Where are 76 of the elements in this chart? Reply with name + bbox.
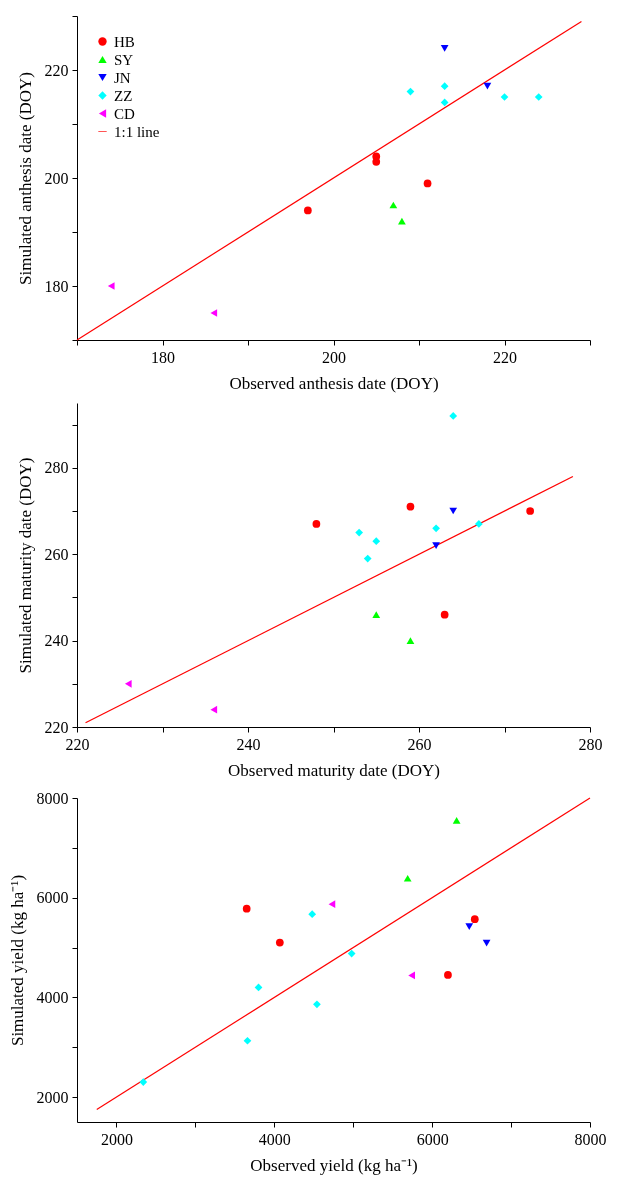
y-tick-label: 200 — [44, 169, 69, 187]
point — [526, 507, 535, 515]
point — [372, 611, 381, 619]
legend-label: JN — [114, 69, 131, 86]
point — [440, 82, 449, 91]
legend-label: 1:1 line — [114, 123, 160, 140]
point — [242, 904, 251, 913]
point — [312, 520, 321, 528]
point — [408, 971, 415, 980]
point — [124, 679, 132, 688]
point — [440, 610, 449, 619]
point — [406, 87, 415, 96]
point — [406, 502, 415, 511]
point — [483, 82, 492, 90]
y-axis-title: Simulated yield (kg ha⁻¹) — [7, 874, 27, 1047]
y-tick-label: 220 — [44, 718, 69, 736]
legend-label: SY — [114, 51, 134, 68]
y-tick-label: 180 — [44, 277, 69, 295]
point — [210, 705, 218, 714]
y-tick-label: 240 — [44, 632, 69, 650]
point — [440, 45, 449, 52]
y-tick-label: 2000 — [36, 1088, 69, 1106]
y-axis-title: Simulated maturity date (DOY) — [15, 457, 35, 674]
point — [432, 542, 440, 549]
point — [347, 949, 356, 958]
point — [308, 910, 317, 919]
point — [403, 874, 412, 882]
x-tick-label: 220 — [493, 348, 517, 366]
legend-label: ZZ — [114, 87, 133, 104]
point — [107, 282, 115, 290]
x-axis-title: Observed anthesis date (DOY) — [229, 373, 439, 393]
point — [372, 537, 381, 546]
y-tick-label: 4000 — [36, 988, 69, 1006]
point — [328, 900, 336, 909]
x-tick-label: 200 — [322, 348, 346, 366]
x-axis-title: Observed maturity date (DOY) — [228, 760, 440, 780]
x-tick-label: 220 — [65, 735, 90, 753]
point — [355, 528, 364, 537]
point — [275, 938, 284, 947]
point — [452, 817, 461, 824]
point — [449, 412, 458, 420]
point — [474, 520, 483, 528]
x-axis-title: Observed yield (kg ha⁻¹) — [250, 1155, 418, 1175]
point — [500, 93, 509, 101]
point — [406, 637, 415, 644]
point — [432, 524, 440, 533]
x-tick-label: 280 — [578, 735, 603, 753]
point — [534, 93, 543, 101]
point — [398, 217, 406, 225]
point — [444, 971, 452, 979]
point — [313, 1000, 321, 1009]
point — [465, 923, 474, 930]
x-tick-label: 240 — [236, 735, 261, 753]
legend-label: HB — [114, 33, 135, 50]
y-tick-label: 280 — [44, 459, 69, 477]
x-tick-label: 2000 — [100, 1130, 133, 1148]
point — [470, 915, 479, 923]
y-tick-label: 220 — [44, 61, 69, 79]
x-tick-label: 8000 — [574, 1130, 607, 1148]
point — [440, 98, 449, 107]
point — [139, 1078, 148, 1086]
y-axis-title: Simulated anthesis date (DOY) — [15, 72, 35, 285]
x-tick-label: 6000 — [416, 1130, 449, 1148]
y-tick-label: 260 — [44, 545, 69, 563]
legend-label: CD — [114, 105, 135, 122]
x-tick-label: 260 — [407, 735, 432, 753]
point — [303, 206, 312, 215]
y-tick-label: 8000 — [36, 789, 69, 807]
y-tick-label: 6000 — [36, 889, 69, 907]
point — [243, 1036, 252, 1045]
x-tick-label: 4000 — [258, 1130, 291, 1148]
point — [423, 179, 432, 188]
point — [210, 309, 218, 317]
point — [482, 939, 491, 947]
x-tick-label: 180 — [151, 348, 175, 366]
point — [363, 554, 372, 563]
